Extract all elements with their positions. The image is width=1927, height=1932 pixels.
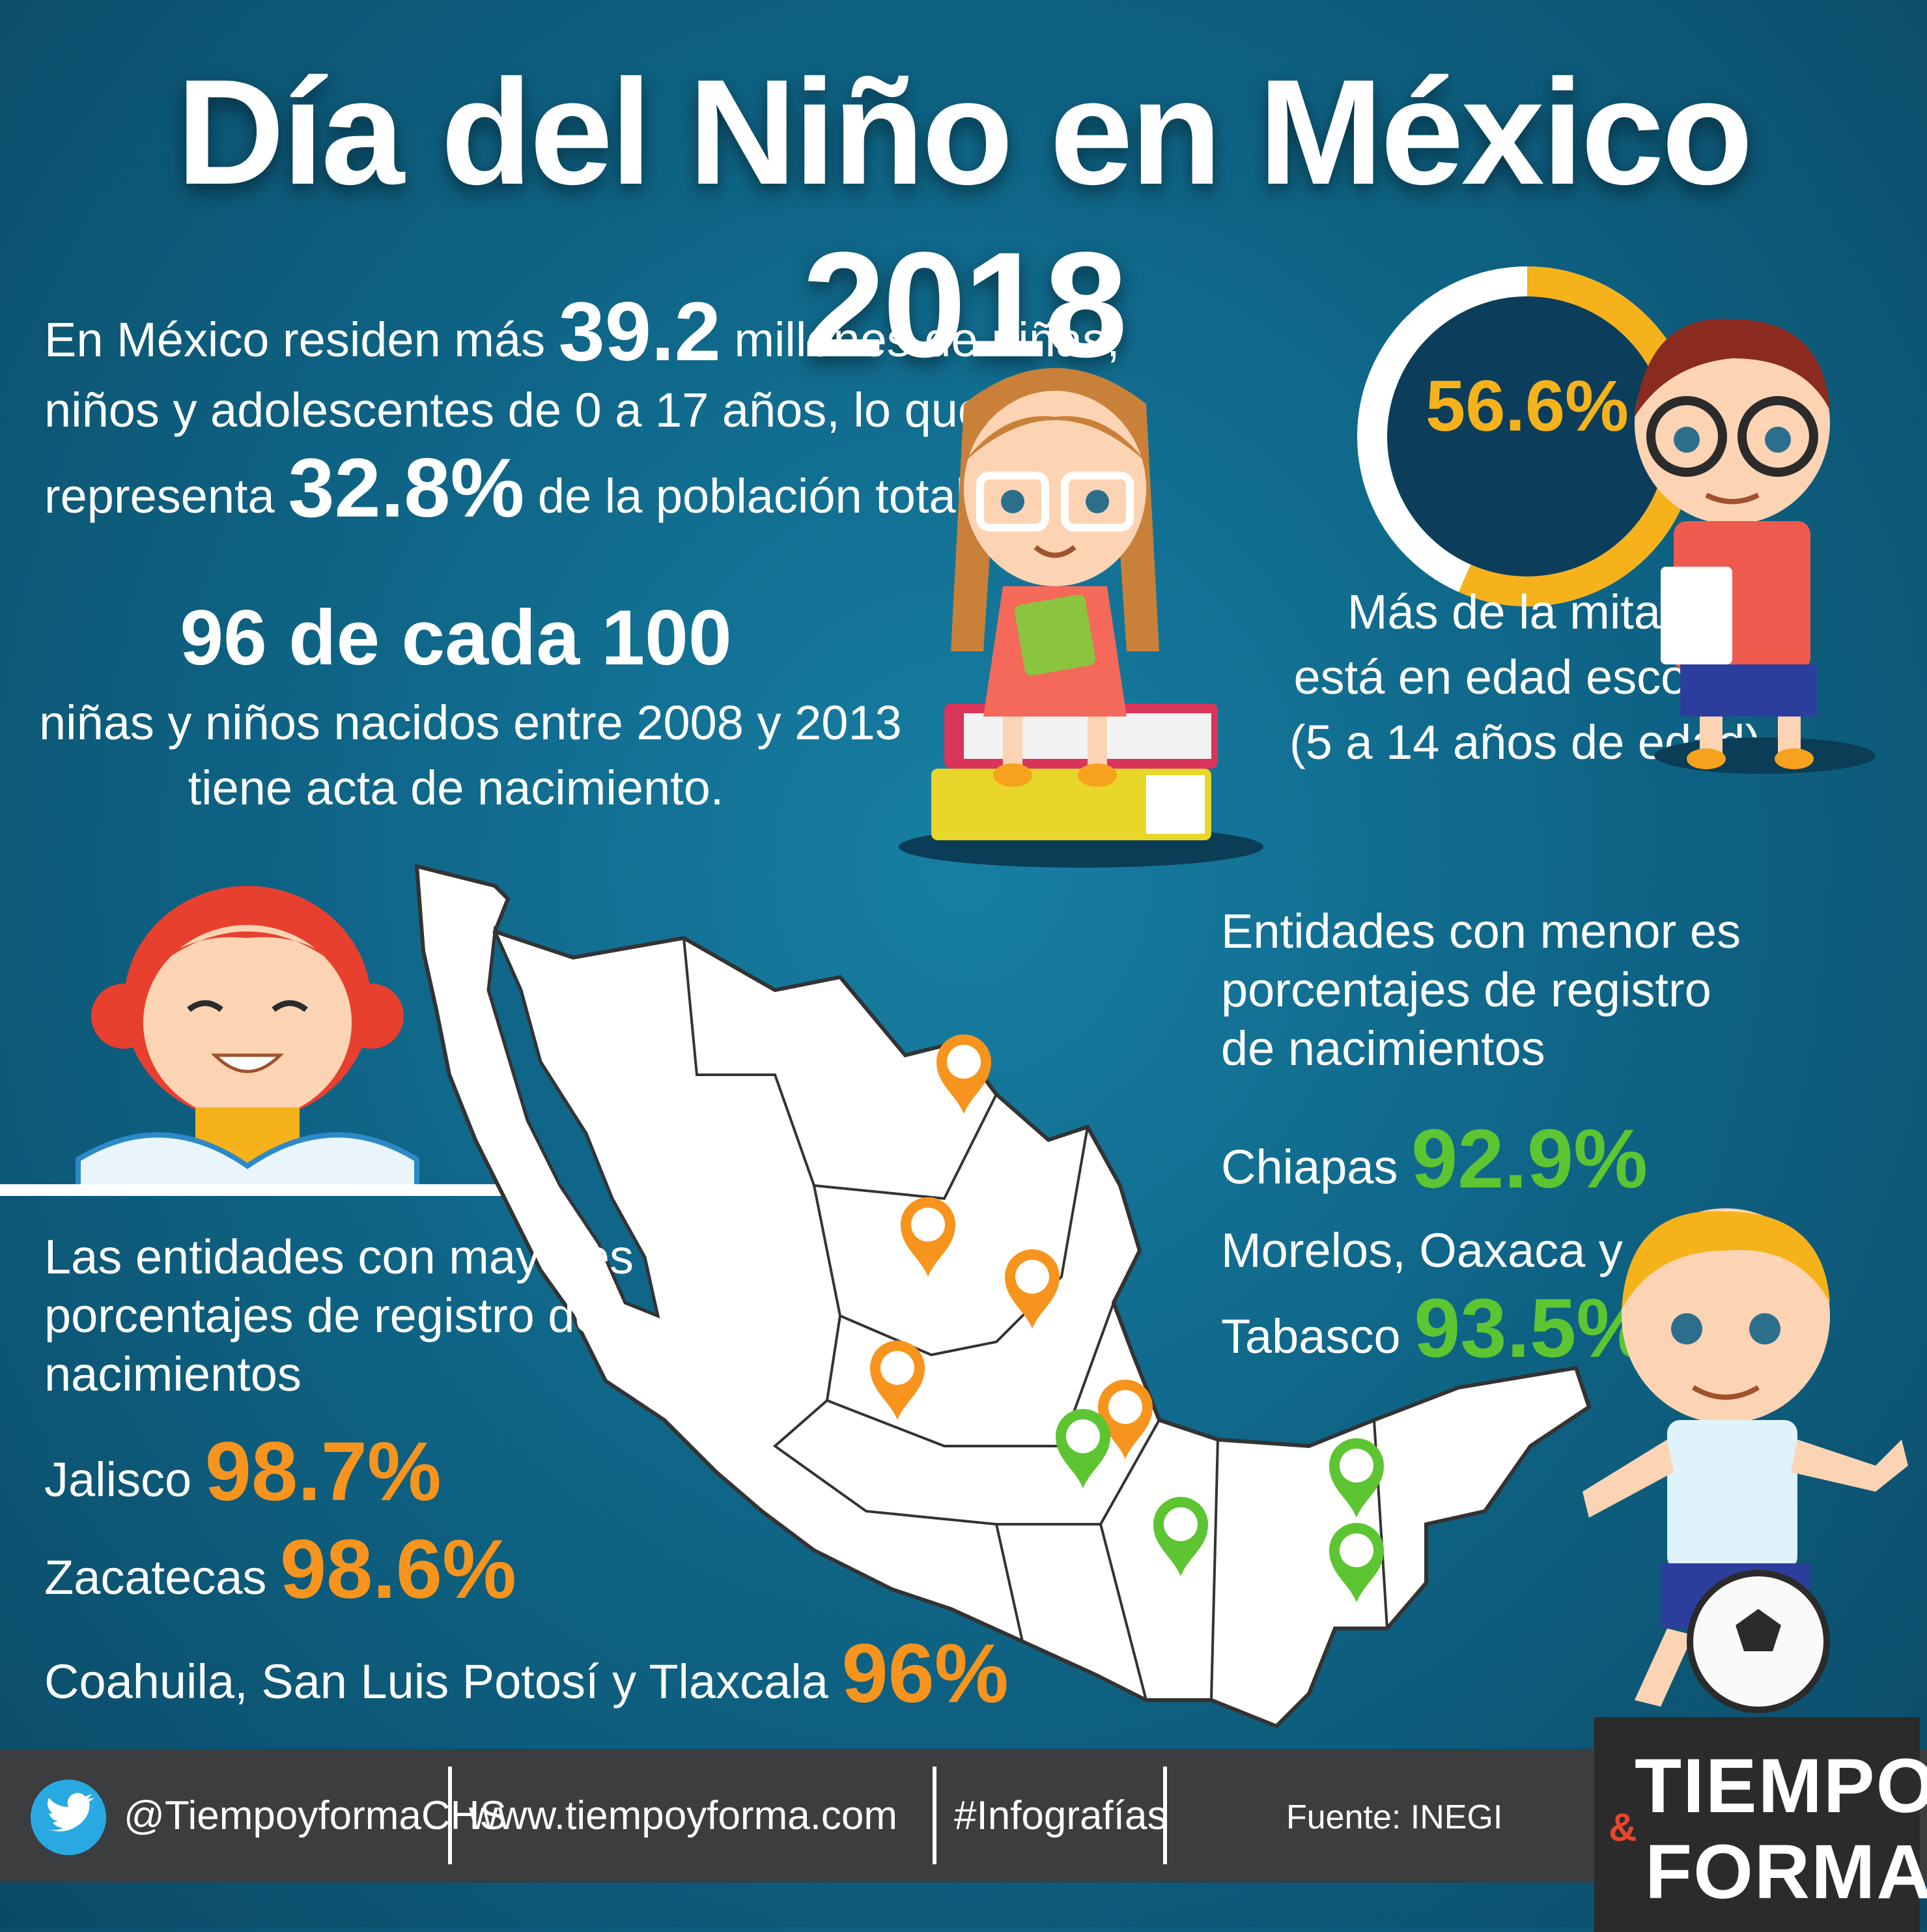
lowest-item-chiapas: Chiapas 92.9% <box>1221 1118 1648 1206</box>
logo-ampersand: & <box>1609 1806 1637 1849</box>
footer-separator <box>448 1767 452 1864</box>
state-percent: 92.9% <box>1411 1113 1648 1206</box>
girl-reading-illustration <box>76 886 419 1195</box>
intro-text: representa <box>44 469 288 523</box>
pin-tabasco <box>1329 1438 1384 1518</box>
population-percent: 32.8% <box>288 442 525 535</box>
births-headline: 96 de cada 100 <box>180 594 732 681</box>
mexico-map <box>414 864 1592 1729</box>
state-label: Jalisco <box>44 1453 205 1507</box>
source-credit: Fuente: INEGI <box>1286 1798 1503 1836</box>
logo-text-line-1: TIEMPO <box>1635 1743 1927 1829</box>
intro-line-2: niños y adolescentes de 0 a 17 años, lo … <box>44 383 985 437</box>
website-link[interactable]: www.tiempoyforma.com <box>469 1793 898 1838</box>
divider <box>0 1184 531 1196</box>
highest-heading-line-2: porcentajes de registro de <box>44 1288 602 1342</box>
state-percent: 98.7% <box>204 1425 442 1518</box>
highest-item-jalisco: Jalisco 98.7% <box>44 1430 442 1519</box>
pin-san-luis-potosi <box>1005 1249 1060 1329</box>
lowest-heading-line-3: de nacimientos <box>1221 1021 1545 1075</box>
lowest-item-morelos-label: Morelos, Oaxaca y <box>1221 1223 1623 1277</box>
intro-line-3: representa 32.8% de la población total. <box>44 447 980 535</box>
footer-separator <box>1163 1767 1167 1864</box>
state-label: Chiapas <box>1221 1140 1412 1194</box>
highest-item-coahuila: Coahuila, San Luis Potosí y Tlaxcala 96% <box>44 1632 1009 1721</box>
pin-oaxaca <box>1153 1497 1208 1576</box>
logo-text-line-2: FORMA <box>1645 1829 1927 1915</box>
boy-with-glasses-illustration <box>1635 319 1876 774</box>
school-line-1: Más de la mitad <box>1347 585 1688 639</box>
hashtag-link[interactable]: #Infografías <box>954 1793 1168 1838</box>
highest-heading-line-3: nacimientos <box>44 1347 302 1401</box>
state-label: Tabasco <box>1221 1309 1414 1363</box>
lowest-heading-line-2: porcentajes de registro <box>1221 963 1711 1017</box>
pin-morelos <box>1056 1409 1110 1488</box>
population-number: 39.2 <box>558 285 721 378</box>
highest-heading-line-1: Las entidades con mayores <box>44 1230 634 1284</box>
lowest-item-tabasco: Tabasco 93.5% <box>1221 1287 1650 1376</box>
footer-separator <box>933 1767 936 1864</box>
tiempo-forma-logo: TIEMPO & FORMA <box>1594 1717 1927 1932</box>
pin-jalisco <box>870 1341 925 1420</box>
state-label: Zacatecas <box>44 1550 280 1604</box>
school-age-percent: 56.6% <box>1426 366 1629 446</box>
map-pins <box>870 1034 1384 1602</box>
intro-line-1: En México residen más 39.2 millones de n… <box>44 291 1120 379</box>
state-percent: 93.5% <box>1414 1282 1651 1375</box>
state-percent: 98.6% <box>279 1523 516 1616</box>
intro-text: de la población total. <box>524 469 980 523</box>
twitter-icon[interactable] <box>29 1778 107 1856</box>
boy-with-ball-illustration <box>1582 1208 1908 1713</box>
twitter-handle-link[interactable]: @TiempoyformaCHS <box>124 1793 507 1838</box>
state-label: Coahuila, San Luis Potosí y Tlaxcala <box>44 1655 842 1709</box>
page-title: Día del Niño en México 2018 <box>176 48 1753 388</box>
intro-text: En México residen más <box>44 313 559 367</box>
pin-tlaxcala <box>1098 1380 1153 1459</box>
pin-zacatecas <box>901 1197 955 1277</box>
pin-coahuila <box>936 1034 991 1114</box>
highest-item-zacatecas: Zacatecas 98.6% <box>44 1528 516 1617</box>
state-percent: 96% <box>841 1627 1009 1720</box>
births-line-2: tiene acta de nacimiento. <box>188 761 724 815</box>
pin-chiapas <box>1329 1523 1384 1602</box>
intro-text: millones de niñas, <box>720 313 1120 367</box>
girl-on-books-illustration <box>899 368 1263 868</box>
births-line-1: niñas y niños nacidos entre 2008 y 2013 <box>39 696 902 750</box>
lowest-heading-line-1: Entidades con menor es <box>1221 904 1741 958</box>
